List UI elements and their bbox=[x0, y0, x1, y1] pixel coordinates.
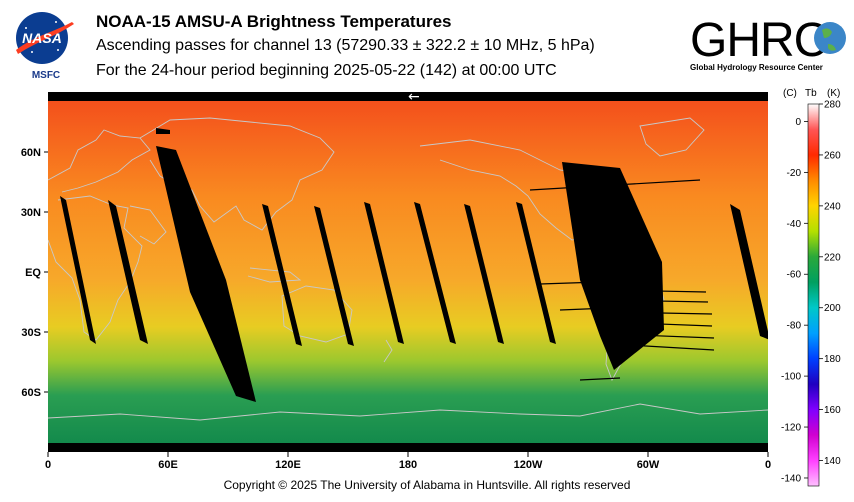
colorbar: (C) Tb (K) 280 260 240 220 200 180 160 140 0 -20 -… bbox=[781, 88, 841, 487]
colorbar-celsius-label: -80 bbox=[787, 321, 802, 332]
brightness-temperature-map: ← 0 60E 120E 180 120W 60W 0 60N 30N EQ 30S 60S (C)… bbox=[21, 88, 841, 487]
swath bbox=[414, 202, 456, 344]
map-period: For the 24-hour period beginning 2025-05… bbox=[96, 62, 557, 79]
colorbar-kelvin-label: 260 bbox=[824, 150, 841, 161]
lon-tick-label: 120W bbox=[514, 459, 543, 471]
lon-tick-label: 0 bbox=[765, 459, 771, 471]
coastline-antarctica bbox=[48, 403, 768, 421]
colorbar-celsius-label: -140 bbox=[781, 473, 801, 484]
colorbar-celsius-label: 0 bbox=[795, 117, 801, 128]
longitude-axis: 0 60E 120E 180 120W 60W 0 bbox=[45, 452, 771, 471]
swath bbox=[516, 202, 556, 344]
swath bbox=[156, 128, 170, 134]
swath bbox=[156, 146, 256, 402]
swath bbox=[262, 204, 302, 346]
msfc-logo-text: MSFC bbox=[32, 70, 60, 80]
lon-tick-label: 0 bbox=[45, 459, 51, 471]
colorbar-ticks: 280 260 240 220 200 180 160 140 0 -20 -40 -60 -80 -10… bbox=[781, 100, 841, 485]
colorbar-scale bbox=[807, 103, 820, 487]
orbit-streaks bbox=[529, 179, 715, 381]
coastline-newzealand bbox=[383, 339, 393, 363]
lat-tick-label: 30N bbox=[21, 207, 41, 219]
colorbar-kelvin-label: 220 bbox=[824, 252, 841, 263]
colorbar-kelvin-label: 180 bbox=[824, 354, 841, 365]
swath bbox=[562, 162, 664, 370]
swath bbox=[464, 204, 504, 344]
colorbar-kelvin-label: 280 bbox=[824, 100, 841, 111]
colorbar-header-kelvin: (K) bbox=[827, 88, 840, 99]
lon-tick-label: 120E bbox=[275, 459, 301, 471]
colorbar-kelvin-label: 160 bbox=[824, 405, 841, 416]
no-data-swaths bbox=[60, 128, 768, 402]
copyright-notice: Copyright © 2025 The University of Alaba… bbox=[223, 478, 631, 492]
swath bbox=[314, 206, 354, 346]
nasa-logo-text: NASA bbox=[22, 30, 62, 46]
colorbar-header-tb: Tb bbox=[805, 88, 817, 99]
nasa-meatball-logo: NASA MSFC bbox=[16, 12, 74, 80]
coastline-indonesia bbox=[247, 267, 302, 283]
colorbar-kelvin-label: 200 bbox=[824, 303, 841, 314]
swath bbox=[60, 196, 96, 344]
lat-tick-label: 60S bbox=[21, 387, 41, 399]
lon-tick-label: 60W bbox=[637, 459, 660, 471]
colorbar-celsius-label: -40 bbox=[787, 219, 802, 230]
lat-tick-label: EQ bbox=[25, 267, 41, 279]
lat-tick-label: 60N bbox=[21, 147, 41, 159]
colorbar-header-celsius: (C) bbox=[783, 88, 797, 99]
colorbar-celsius-label: -100 bbox=[781, 372, 801, 383]
colorbar-kelvin-label: 140 bbox=[824, 456, 841, 467]
lat-tick-label: 30S bbox=[21, 327, 41, 339]
swath bbox=[730, 204, 768, 340]
coastline-arabia bbox=[129, 205, 167, 245]
lon-tick-label: 180 bbox=[399, 459, 417, 471]
coastline-asia bbox=[139, 117, 335, 231]
ghrc-logo-subtitle: Global Hydrology Resource Center bbox=[690, 63, 823, 72]
coastline-greenland bbox=[639, 117, 705, 157]
map-title: NOAA-15 AMSU-A Brightness Temperatures bbox=[96, 12, 452, 31]
colorbar-celsius-label: -20 bbox=[787, 168, 802, 179]
map-subtitle: Ascending passes for channel 13 (57290.3… bbox=[96, 37, 595, 54]
colorbar-kelvin-label: 240 bbox=[824, 201, 841, 212]
direction-arrow: ← bbox=[408, 89, 420, 105]
swath bbox=[108, 200, 148, 344]
colorbar-celsius-label: -120 bbox=[781, 423, 801, 434]
coastline-africa bbox=[48, 195, 143, 341]
swath bbox=[364, 202, 404, 344]
lon-tick-label: 60E bbox=[158, 459, 178, 471]
colorbar-celsius-label: -60 bbox=[787, 270, 802, 281]
ghrc-logo-text: GHRC bbox=[690, 14, 827, 67]
latitude-axis: 60N 30N EQ 30S 60S bbox=[21, 147, 48, 399]
ghrc-logo: GHRC Global Hydrology Resource Center bbox=[690, 14, 846, 72]
